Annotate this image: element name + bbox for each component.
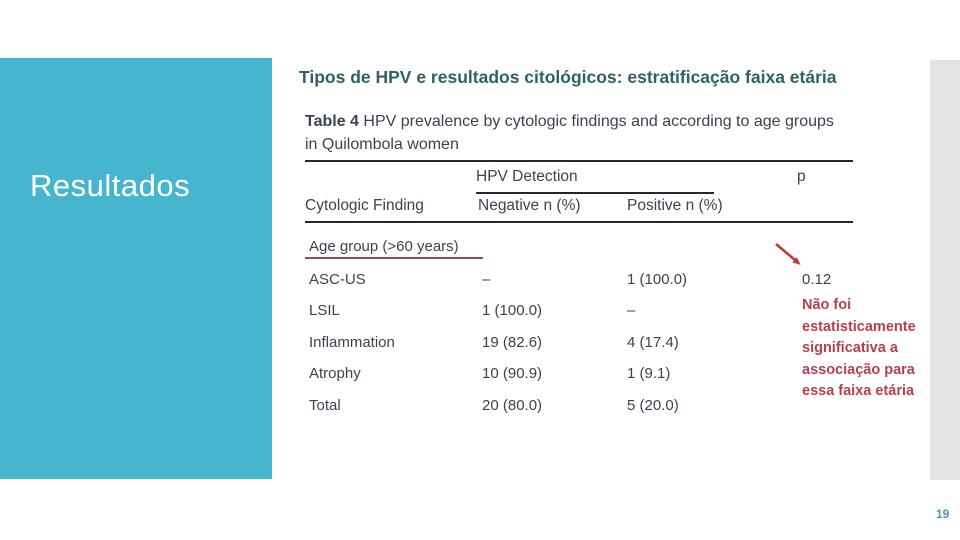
- table-header-negative: Negative n (%): [478, 197, 581, 214]
- age-group-section-label: Age group (>60 years): [309, 238, 459, 255]
- page-number: 19: [936, 507, 950, 521]
- cell-finding: Inflammation: [309, 334, 395, 351]
- cell-negative: 1 (100.0): [482, 302, 543, 319]
- cell-negative: 19 (82.6): [482, 334, 543, 351]
- cell-negative: 20 (80.0): [482, 397, 543, 414]
- table-row: Total 20 (80.0) 5 (20.0): [305, 397, 857, 417]
- cell-finding: LSIL: [309, 302, 340, 319]
- table-caption-text: HPV prevalence by cytologic findings and…: [305, 113, 834, 153]
- slide-title: Tipos de HPV e resultados citológicos: e…: [299, 67, 837, 87]
- table-caption: Table 4 HPV prevalence by cytologic find…: [305, 110, 841, 156]
- cell-positive: 5 (20.0): [627, 397, 679, 414]
- table-row: LSIL 1 (100.0) –: [305, 302, 857, 322]
- cell-negative: 10 (90.9): [482, 365, 543, 382]
- cell-positive: 1 (100.0): [627, 271, 688, 288]
- table-row: Inflammation 19 (82.6) 4 (17.4): [305, 334, 857, 354]
- table-mid-rule: [305, 221, 853, 223]
- cell-p-value: 0.12: [802, 271, 832, 288]
- table-row: ASC-US – 1 (100.0) 0.12: [305, 271, 857, 291]
- cell-positive: –: [627, 302, 636, 319]
- table-caption-number: Table 4: [305, 113, 359, 130]
- table-header-p: p: [797, 168, 806, 185]
- table-row: Atrophy 10 (90.9) 1 (9.1): [305, 365, 857, 385]
- age-group-underline: [305, 257, 483, 259]
- hpv-detection-underline: [476, 192, 714, 194]
- cell-finding: ASC-US: [309, 271, 366, 288]
- table-top-rule: [305, 160, 853, 162]
- right-gray-strip: [930, 60, 960, 480]
- table-header-positive: Positive n (%): [627, 197, 723, 214]
- cell-finding: Total: [309, 397, 341, 414]
- annotation-note: Não foi estatisticamente significativa a…: [802, 297, 916, 399]
- table-header-hpv-detection: HPV Detection: [476, 168, 578, 185]
- table-header-cytologic-finding: Cytologic Finding: [305, 197, 424, 214]
- cell-positive: 4 (17.4): [627, 334, 679, 351]
- arrow-down-right-icon: [772, 240, 808, 272]
- sidebar-panel: Resultados: [0, 58, 272, 479]
- cell-finding: Atrophy: [309, 365, 361, 382]
- section-title: Resultados: [30, 168, 191, 203]
- cell-negative: –: [482, 271, 491, 288]
- table-figure: Table 4 HPV prevalence by cytologic find…: [305, 110, 857, 432]
- cell-positive: 1 (9.1): [627, 365, 671, 382]
